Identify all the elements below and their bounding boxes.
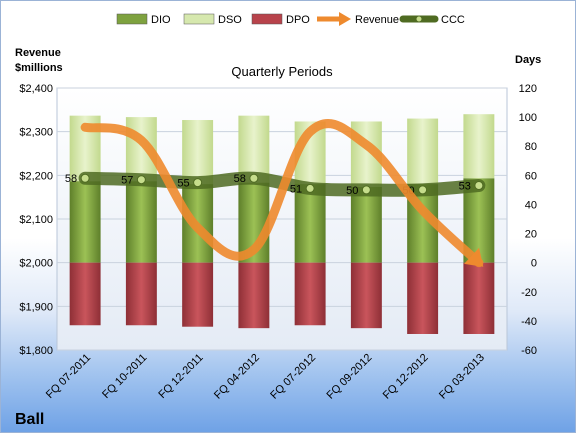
x-tick-label: FQ 03-2013	[437, 352, 487, 402]
bar-dpo	[69, 262, 101, 326]
legend-label: DPO	[286, 14, 310, 26]
left-axis-label: Revenue	[15, 47, 61, 59]
right-tick-label: -60	[521, 345, 537, 357]
x-tick-label: FQ 07-2011	[44, 352, 93, 401]
x-tick-label: FQ 04-2012	[212, 352, 262, 402]
right-axis-label: Days	[515, 54, 541, 66]
x-tick-label: FQ 07-2012	[268, 352, 318, 402]
bar-dso	[407, 118, 439, 185]
left-tick-label: $2,300	[19, 127, 53, 139]
ccc-data-label: 53	[459, 181, 471, 193]
x-tick-label: FQ 12-2012	[381, 352, 431, 402]
ccc-data-label: 57	[121, 175, 133, 187]
legend-swatch-dso	[183, 13, 215, 25]
bar-dpo	[125, 262, 157, 326]
legend-swatch-revenue-arrow	[339, 12, 351, 26]
legend-swatch-dpo	[251, 13, 283, 25]
bar-dio	[350, 186, 382, 263]
left-tick-label: $2,400	[19, 83, 53, 95]
ccc-point	[474, 181, 484, 191]
left-axis-label-unit: $millions	[15, 62, 63, 74]
ccc-point	[80, 173, 90, 183]
bar-dso	[182, 120, 214, 185]
ccc-data-label: 50	[346, 185, 358, 197]
left-tick-label: $2,100	[19, 214, 53, 226]
legend-swatch-dio	[116, 13, 148, 25]
ccc-point	[305, 183, 315, 193]
left-tick-label: $2,200	[19, 170, 53, 182]
ccc-point	[193, 178, 203, 188]
right-tick-label: 120	[519, 83, 537, 95]
ccc-point	[361, 185, 371, 195]
bar-dio	[69, 181, 101, 263]
right-tick-label: 60	[525, 170, 537, 182]
left-tick-label: $1,800	[19, 345, 53, 357]
ccc-data-label: 55	[177, 178, 189, 190]
right-tick-label: 0	[531, 258, 537, 270]
legend-label: CCC	[441, 14, 465, 26]
legend-label: DSO	[218, 14, 242, 26]
right-tick-label: -40	[521, 316, 537, 328]
right-tick-label: 20	[525, 229, 537, 241]
legend-swatch-ccc-point	[415, 15, 423, 23]
bar-dso	[463, 114, 495, 179]
legend-label: DIO	[151, 14, 171, 26]
ccc-point	[136, 175, 146, 185]
bar-dpo	[294, 262, 326, 326]
right-tick-label: 80	[525, 141, 537, 153]
bar-dpo	[407, 262, 439, 334]
left-tick-label: $1,900	[19, 301, 53, 313]
x-tick-label: FQ 12-2011	[156, 352, 205, 401]
bar-dio	[294, 184, 326, 263]
revenue-line	[80, 119, 484, 268]
left-tick-label: $2,000	[19, 258, 53, 270]
ccc-point	[249, 173, 259, 183]
x-tick-label: FQ 09-2012	[325, 352, 375, 402]
bar-dio	[125, 181, 157, 263]
chart-title: Quarterly Periods	[231, 64, 333, 79]
ccc-point	[418, 185, 428, 195]
ccc-data-label: 51	[290, 183, 302, 195]
bar-dpo	[182, 262, 214, 327]
bar-dpo	[350, 262, 382, 329]
right-tick-label: 40	[525, 199, 537, 211]
company-name: Ball	[15, 411, 44, 428]
ccc-data-label: 58	[234, 173, 246, 185]
legend-label: Revenue	[355, 14, 399, 26]
bar-dpo	[238, 262, 270, 329]
revenue-arrowhead	[464, 247, 484, 267]
right-tick-label: 100	[519, 112, 537, 124]
right-tick-label: -20	[521, 287, 537, 299]
bar-dso	[238, 115, 270, 183]
x-tick-label: FQ 10-2011	[100, 352, 149, 401]
ccc-data-label: 58	[65, 173, 77, 185]
bar-dpo	[463, 262, 495, 334]
